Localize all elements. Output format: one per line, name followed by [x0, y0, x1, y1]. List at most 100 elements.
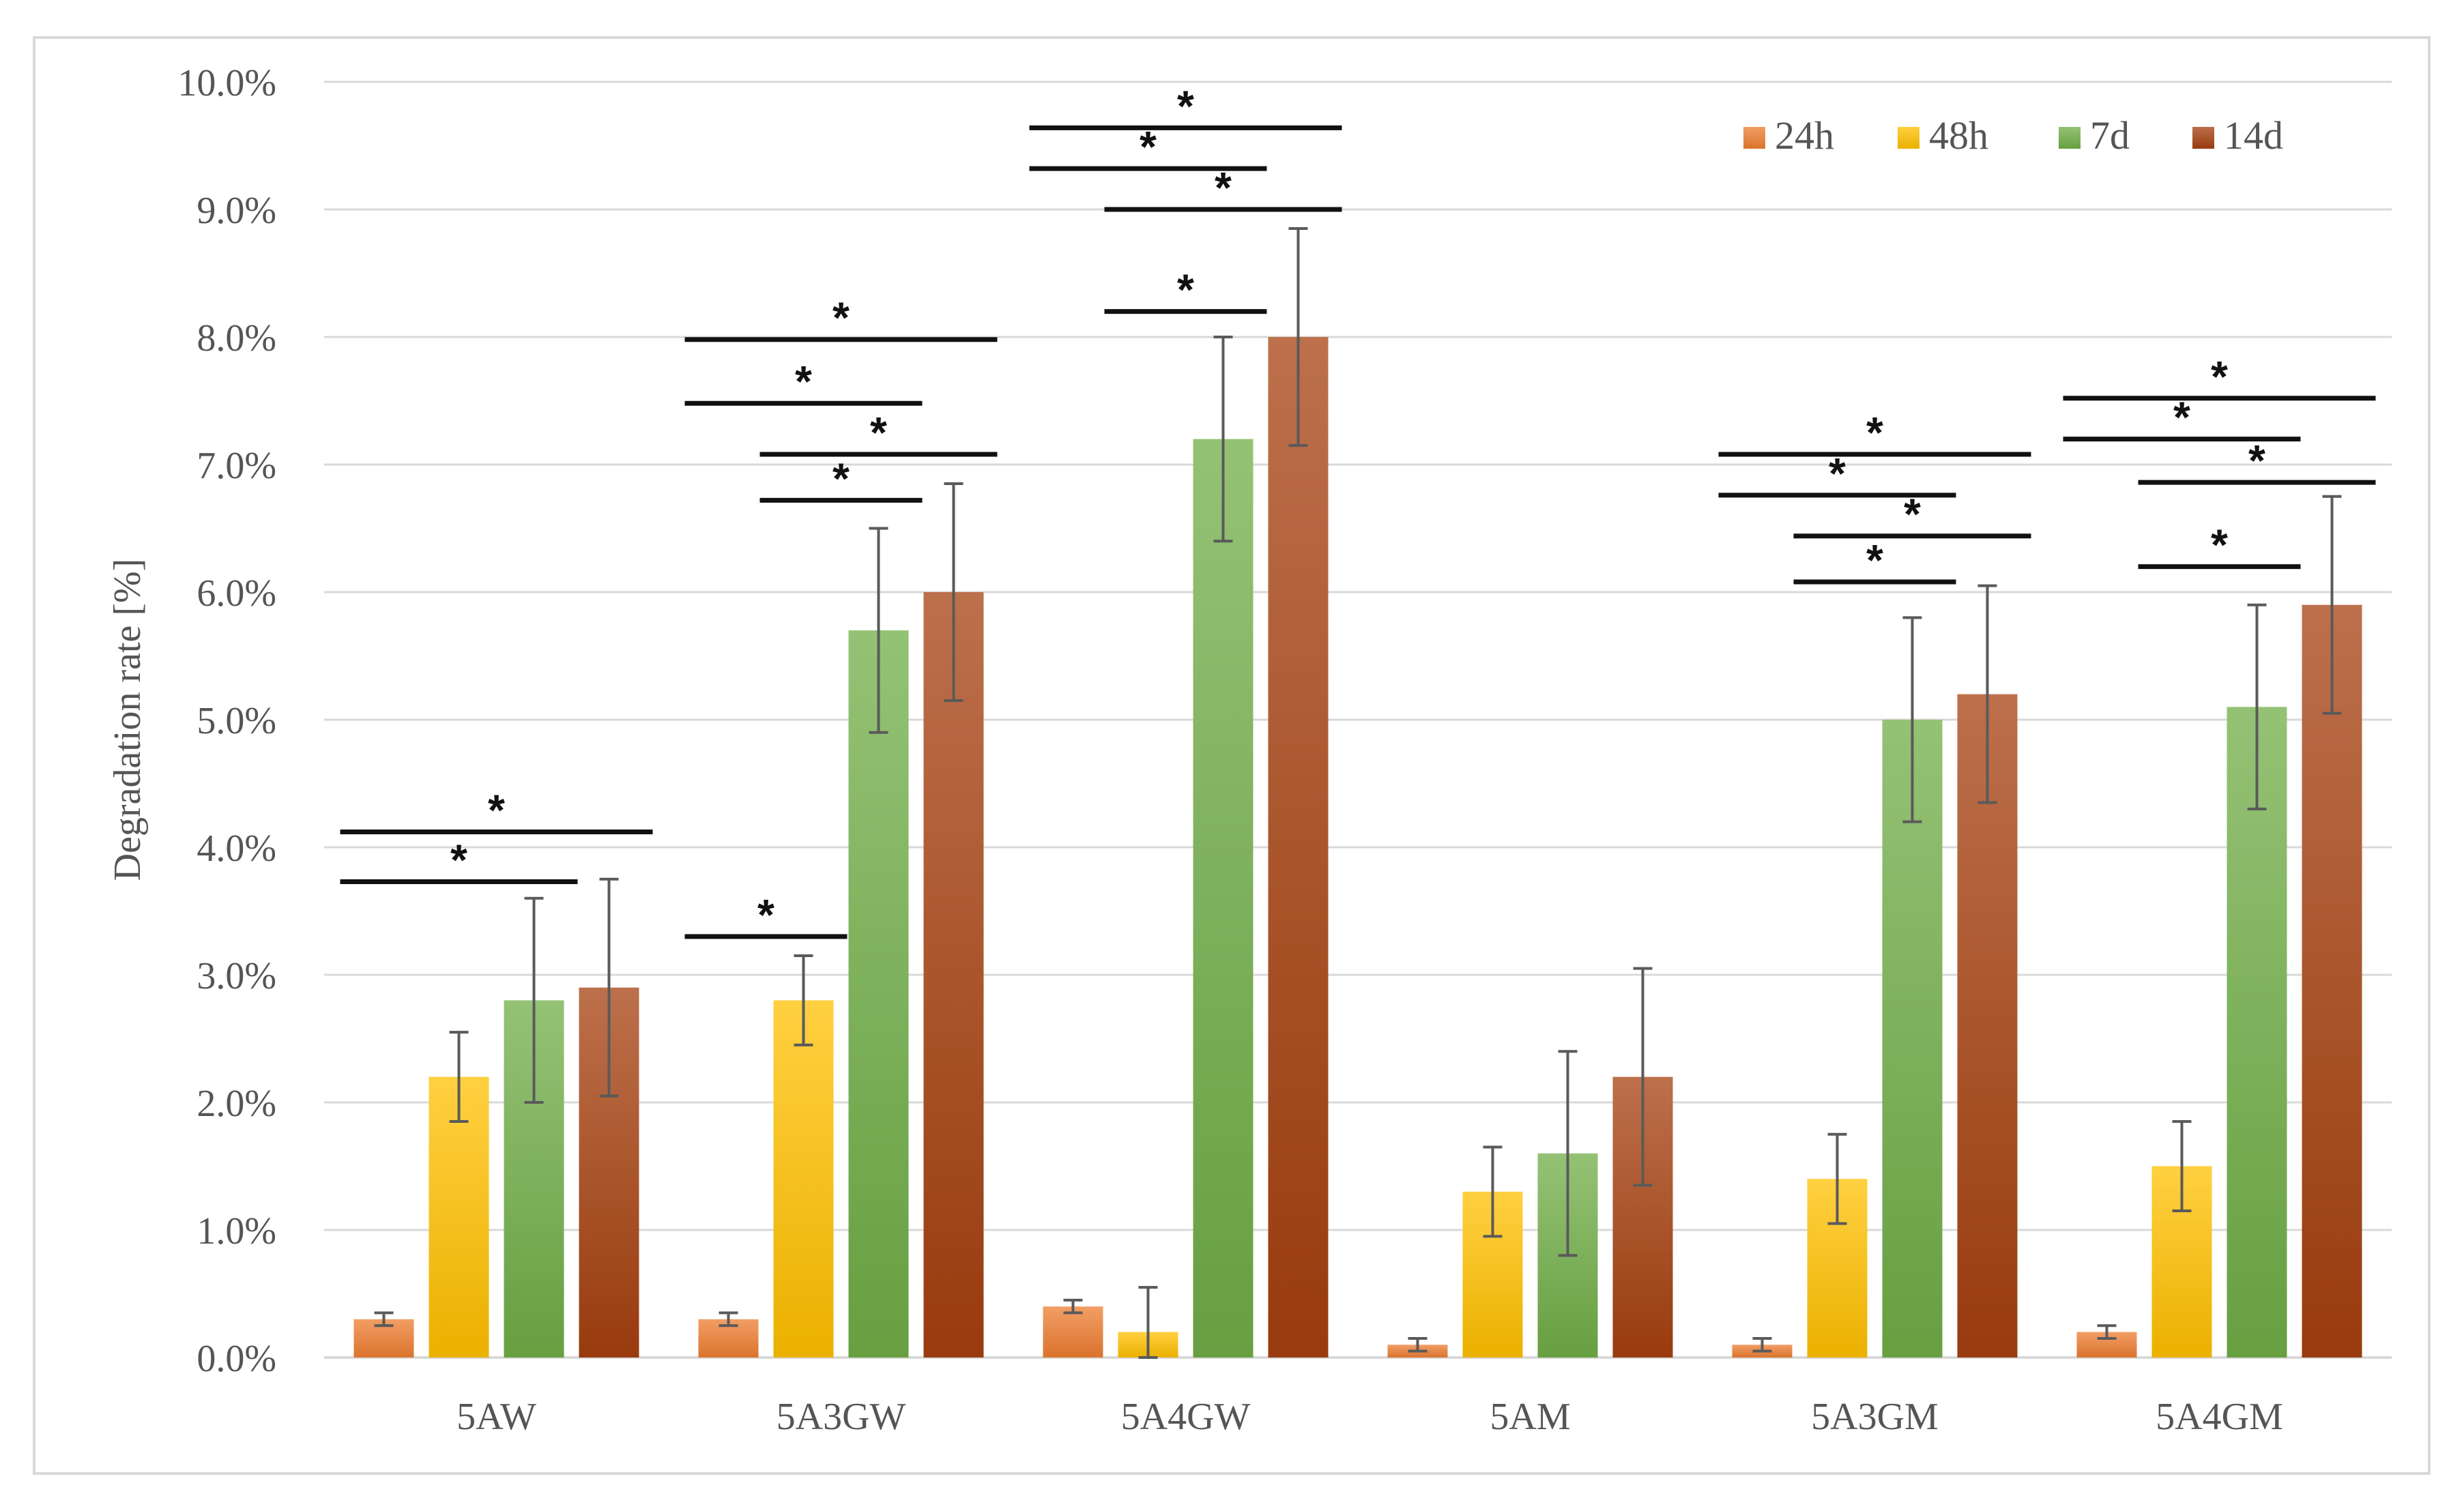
y-tick-label: 6.0%: [197, 572, 276, 615]
bar-5A3GM-14d: [1957, 694, 2018, 1358]
legend-swatch: [1898, 127, 1919, 149]
significance-star: *: [870, 408, 887, 457]
significance-star: *: [757, 890, 774, 939]
significance-star: *: [1829, 449, 1846, 498]
significance-star: *: [1215, 163, 1232, 212]
error-bar-5A3GW-24h: [719, 1311, 738, 1327]
legend: 24h 48h 7d 14d: [1743, 113, 2283, 158]
error-bar-5A4GM-48h: [2172, 1120, 2192, 1212]
significance-bracket: *: [1029, 122, 1267, 171]
error-bar-5AW-24h: [374, 1311, 394, 1327]
legend-label: 7d: [2090, 113, 2130, 158]
bar-5A4GW-7d: [1193, 439, 1253, 1358]
y-tick-label: 2.0%: [197, 1083, 276, 1125]
bar-5AW-48h: [429, 1076, 489, 1358]
significance-star: *: [1140, 122, 1157, 171]
bar-5A4GW-24h: [1043, 1306, 1103, 1358]
significance-star: *: [2173, 393, 2190, 442]
bar-5A4GW-14d: [1268, 337, 1329, 1358]
error-bar-5AM-14d: [1633, 967, 1653, 1187]
legend-label: 24h: [1775, 113, 1834, 158]
x-category-label: 5A4GM: [2156, 1396, 2283, 1438]
error-bar-5A3GM-14d: [1977, 584, 1997, 804]
legend-swatch: [2059, 127, 2081, 149]
significance-bracket: *: [1793, 536, 1956, 585]
x-category-label: 5A3GW: [777, 1396, 906, 1438]
error-bar-5AM-48h: [1483, 1145, 1503, 1238]
error-bar-5A4GM-7d: [2247, 603, 2267, 810]
legend-swatch: [1743, 127, 1765, 149]
error-bar-5AW-48h: [449, 1031, 469, 1124]
significance-star: *: [2211, 520, 2228, 570]
significance-star: *: [832, 454, 850, 503]
y-tick-label: 4.0%: [197, 827, 276, 870]
error-bar-5A3GM-48h: [1827, 1132, 1847, 1225]
significance-bracket: *: [1793, 490, 2031, 539]
legend-entry-48h: 48h: [1898, 113, 1988, 158]
error-bar-5A3GW-7d: [869, 527, 888, 734]
y-tick-label: 1.0%: [197, 1210, 276, 1252]
significance-bracket: *: [1029, 81, 1342, 130]
y-tick-label: 10.0%: [177, 62, 276, 104]
significance-bracket: *: [1104, 265, 1267, 314]
legend-entry-24h: 24h: [1743, 113, 1834, 158]
significance-star: *: [2248, 436, 2265, 485]
significance-star: *: [832, 293, 850, 342]
legend-swatch: [2192, 127, 2214, 149]
error-bar-5A4GW-48h: [1138, 1286, 1158, 1359]
error-bar-5AM-24h: [1408, 1336, 1427, 1353]
bar-5A3GW-14d: [923, 592, 984, 1358]
x-category-label: 5AW: [456, 1396, 536, 1438]
bar-5A4GM-14d: [2302, 604, 2362, 1358]
error-bar-5A3GM-24h: [1752, 1336, 1772, 1353]
significance-bracket: *: [1718, 408, 2031, 457]
y-tick-label: 5.0%: [197, 700, 276, 742]
error-bar-5A3GW-14d: [944, 482, 963, 702]
error-bar-5A3GM-7d: [1902, 616, 1922, 823]
y-tick-label: 0.0%: [197, 1338, 276, 1380]
significance-bracket: *: [2063, 352, 2376, 401]
legend-entry-7d: 7d: [2059, 113, 2130, 158]
x-axis-category-labels: 5AW 5A3GW 5A4GW 5AM 5A3GM 5A4GM: [456, 1396, 2283, 1438]
error-bar-5AW-7d: [524, 896, 544, 1104]
bar-5A4GM-7d: [2227, 707, 2287, 1358]
x-category-label: 5A4GW: [1121, 1396, 1251, 1438]
error-bar-5A3GW-48h: [794, 954, 813, 1046]
significance-bracket: *: [759, 408, 998, 457]
y-axis-tick-labels: 0.0% 1.0% 2.0% 3.0% 4.0% 5.0% 6.0% 7.0% 8.0% 9.0%…: [177, 62, 276, 1380]
error-bar-5AW-14d: [599, 877, 619, 1098]
y-tick-label: 9.0%: [197, 190, 276, 232]
bar-5A3GM-7d: [1882, 720, 1943, 1358]
legend-label: 48h: [1929, 113, 1988, 158]
significance-star: *: [1866, 536, 1883, 585]
gridlines: [324, 80, 2392, 1359]
significance-star: *: [1177, 265, 1194, 314]
bar-5A3GW-7d: [848, 630, 909, 1358]
significance-brackets: * * * * * * * * * * * * * * * * * * *: [340, 81, 2376, 939]
significance-star: *: [2211, 352, 2228, 401]
y-tick-label: 3.0%: [197, 955, 276, 997]
x-category-label: 5AM: [1490, 1396, 1570, 1438]
error-bar-5A4GM-14d: [2322, 495, 2342, 715]
y-tick-label: 8.0%: [197, 317, 276, 360]
significance-star: *: [1177, 81, 1194, 130]
error-bar-5A4GW-24h: [1063, 1298, 1083, 1315]
significance-bracket: *: [340, 835, 578, 884]
bar-5A3GW-48h: [773, 1000, 834, 1358]
significance-star: *: [795, 357, 812, 406]
error-bars: [374, 227, 2342, 1359]
significance-bracket: *: [684, 357, 923, 406]
significance-star: *: [450, 835, 467, 884]
significance-bracket: *: [2063, 393, 2301, 442]
significance-bracket: *: [2138, 520, 2301, 570]
significance-bracket: *: [684, 293, 998, 342]
significance-star: *: [488, 786, 505, 835]
y-tick-label: 7.0%: [197, 445, 276, 487]
error-bar-5A4GM-24h: [2097, 1324, 2117, 1340]
error-bar-5A4GW-14d: [1288, 227, 1308, 447]
legend-label: 14d: [2224, 113, 2283, 158]
significance-bracket: *: [1104, 163, 1342, 212]
y-axis-title: Degradation rate [%]: [106, 559, 149, 881]
